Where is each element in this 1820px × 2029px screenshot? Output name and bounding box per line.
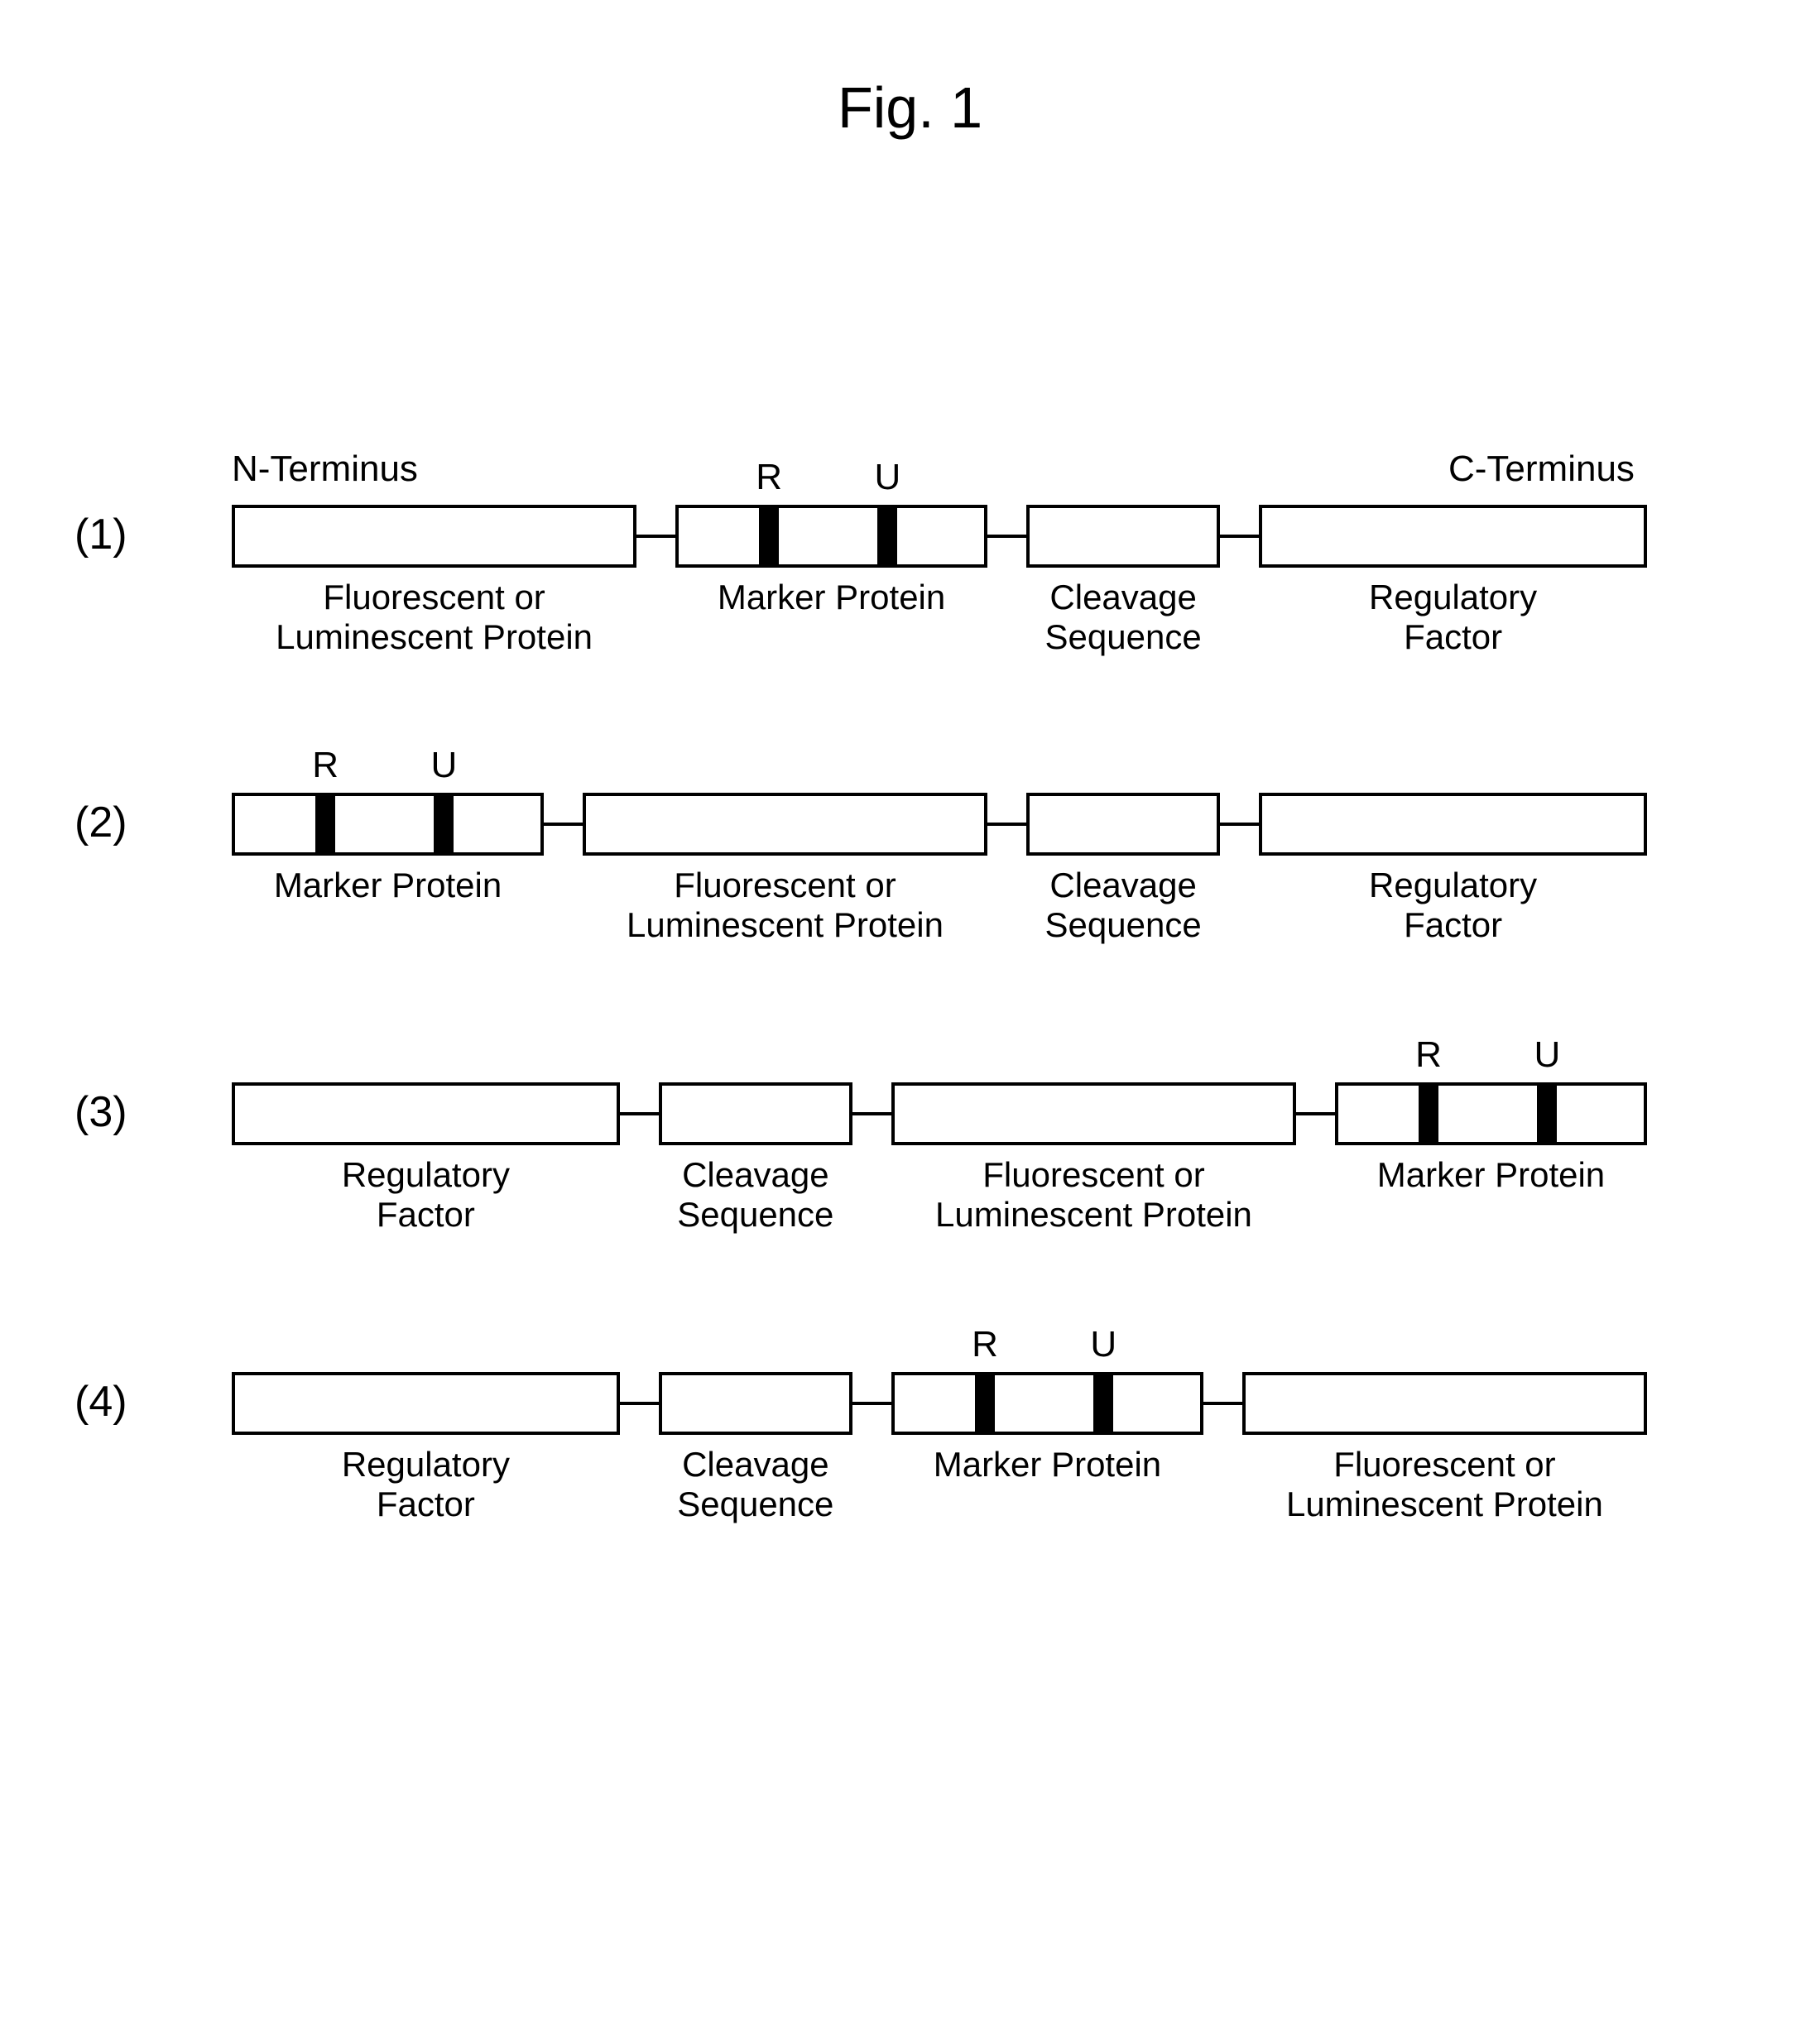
marker-band-r	[315, 796, 335, 852]
domain-label-3-1: RegulatoryFactor	[232, 1155, 620, 1235]
marker-band-u	[877, 508, 897, 564]
domain-label-3-2: CleavageSequence	[659, 1155, 852, 1235]
band-letter-u: U	[862, 457, 912, 498]
row-number-4: (4)	[74, 1377, 127, 1427]
band-letter-u: U	[1522, 1034, 1572, 1076]
band-letter-r: R	[1404, 1034, 1453, 1076]
domain-box-4-3	[891, 1372, 1203, 1435]
band-letter-u: U	[419, 745, 468, 786]
domain-box-1-2	[675, 505, 987, 568]
band-letter-r: R	[744, 457, 794, 498]
domain-label-1-1: Fluorescent orLuminescent Protein	[232, 578, 636, 658]
domain-label-2-3: CleavageSequence	[1026, 866, 1220, 946]
connector-2-2	[987, 823, 1026, 826]
marker-band-u	[1537, 1086, 1557, 1142]
marker-band-r	[1419, 1086, 1438, 1142]
figure-title: Fig. 1	[0, 74, 1820, 141]
domain-label-4-4: Fluorescent orLuminescent Protein	[1242, 1445, 1647, 1525]
row-number-2: (2)	[74, 798, 127, 847]
connector-3-2	[852, 1112, 891, 1115]
n-terminus-label: N-Terminus	[232, 448, 418, 490]
band-letter-u: U	[1078, 1324, 1128, 1365]
domain-label-3-3: Fluorescent orLuminescent Protein	[891, 1155, 1296, 1235]
domain-box-4-1	[232, 1372, 620, 1435]
domain-box-1-3	[1026, 505, 1220, 568]
connector-4-3	[1203, 1402, 1242, 1405]
domain-label-1-3: CleavageSequence	[1026, 578, 1220, 658]
domain-box-3-2	[659, 1082, 852, 1145]
domain-label-3-4: Marker Protein	[1335, 1155, 1647, 1195]
connector-3-1	[620, 1112, 659, 1115]
marker-band-r	[975, 1375, 995, 1432]
marker-band-r	[759, 508, 779, 564]
marker-band-u	[434, 796, 454, 852]
domain-label-2-4: RegulatoryFactor	[1259, 866, 1647, 946]
band-letter-r: R	[960, 1324, 1010, 1365]
domain-label-4-1: RegulatoryFactor	[232, 1445, 620, 1525]
domain-label-2-2: Fluorescent orLuminescent Protein	[583, 866, 987, 946]
domain-box-1-1	[232, 505, 636, 568]
domain-label-4-2: CleavageSequence	[659, 1445, 852, 1525]
domain-box-4-2	[659, 1372, 852, 1435]
connector-4-2	[852, 1402, 891, 1405]
domain-box-4-4	[1242, 1372, 1647, 1435]
domain-box-2-4	[1259, 793, 1647, 856]
connector-2-1	[544, 823, 583, 826]
connector-1-1	[636, 535, 675, 538]
connector-2-3	[1220, 823, 1259, 826]
domain-label-1-4: RegulatoryFactor	[1259, 578, 1647, 658]
marker-band-u	[1093, 1375, 1113, 1432]
domain-label-2-1: Marker Protein	[232, 866, 544, 905]
domain-box-1-4	[1259, 505, 1647, 568]
domain-box-3-3	[891, 1082, 1296, 1145]
connector-3-3	[1296, 1112, 1335, 1115]
row-number-3: (3)	[74, 1087, 127, 1137]
domain-box-2-1	[232, 793, 544, 856]
connector-1-3	[1220, 535, 1259, 538]
domain-box-3-1	[232, 1082, 620, 1145]
domain-box-2-2	[583, 793, 987, 856]
connector-1-2	[987, 535, 1026, 538]
connector-4-1	[620, 1402, 659, 1405]
row-number-1: (1)	[74, 510, 127, 559]
c-terminus-label: C-Terminus	[1448, 448, 1635, 490]
band-letter-r: R	[300, 745, 350, 786]
domain-box-2-3	[1026, 793, 1220, 856]
domain-box-3-4	[1335, 1082, 1647, 1145]
domain-label-4-3: Marker Protein	[891, 1445, 1203, 1485]
domain-label-1-2: Marker Protein	[675, 578, 987, 617]
